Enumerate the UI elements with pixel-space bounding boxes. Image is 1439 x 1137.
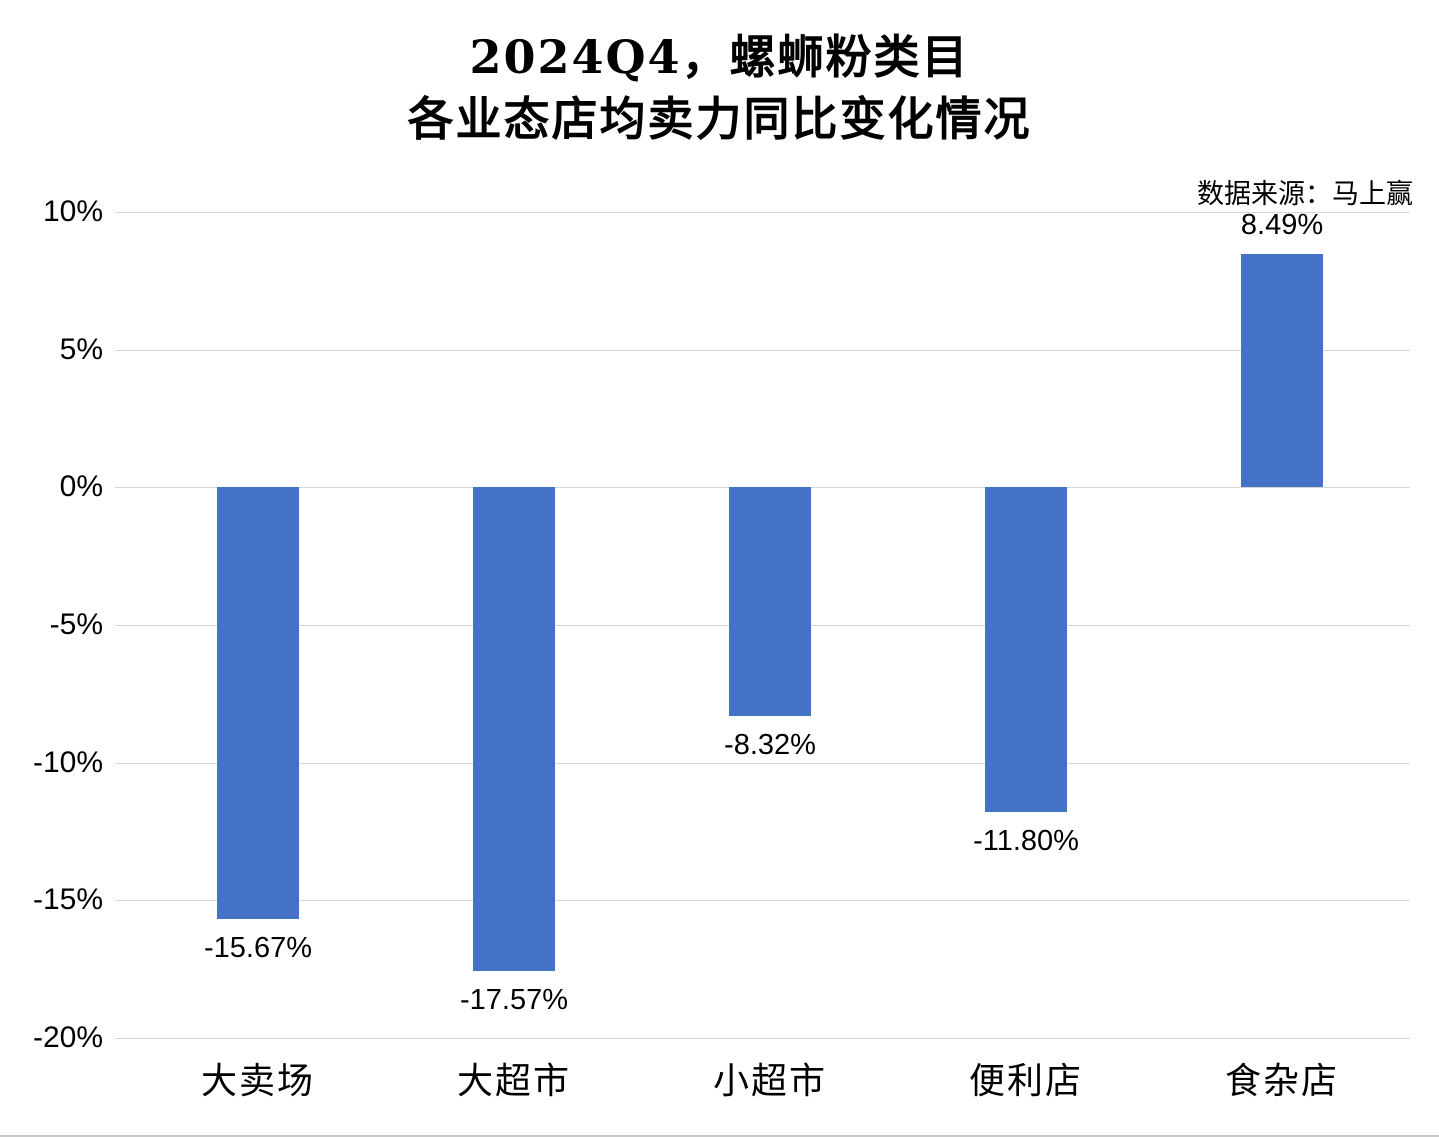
x-category-label: 食杂店 (1224, 1061, 1339, 1102)
x-category-label: 小超市 (712, 1061, 827, 1102)
bar-data-label: -15.67% (203, 931, 313, 964)
bar-data-label: -17.57% (459, 984, 569, 1017)
x-category-label: 大卖场 (200, 1061, 315, 1102)
bar-大超市 (473, 487, 555, 972)
y-tick-label: -10% (32, 745, 103, 779)
bar-小超市 (729, 487, 811, 717)
y-tick-label: -20% (32, 1021, 103, 1054)
chart-title: 2024Q4，螺蛳粉类目 各业态店均卖力同比变化情况 (0, 26, 1439, 150)
bar-食杂店 (1241, 253, 1323, 488)
y-axis-tick-labels: 10% 5% 0% -5% -10% -15% -20% (0, 0, 103, 1135)
bar-data-label: -11.80% (973, 825, 1079, 858)
gridline (115, 1038, 1410, 1039)
data-source-note: 数据来源：马上赢 (1197, 179, 1413, 210)
y-tick-label: -5% (49, 608, 103, 641)
x-category-label: 便利店 (968, 1061, 1083, 1102)
plot-area: -15.67% -17.57% -8.32% -11.80% 8.49% (130, 209, 1410, 1038)
gridline (115, 762, 1410, 764)
bar-data-label: 8.49% (1240, 208, 1324, 241)
chart-title-line2: 各业态店均卖力同比变化情况 (407, 92, 1032, 146)
gridline (115, 212, 1410, 213)
x-axis-category-labels: 大卖场 大超市 小超市 便利店 食杂店 (130, 1058, 1410, 1118)
bar-data-label: -8.32% (724, 729, 816, 762)
y-tick-label: 0% (59, 470, 103, 504)
bar-大卖场 (217, 487, 299, 919)
y-tick-label: 10% (42, 195, 103, 228)
gridline (115, 349, 1410, 351)
y-tick-label: 5% (59, 332, 103, 366)
y-tick-label: -15% (32, 883, 103, 917)
bar-便利店 (985, 487, 1067, 813)
gridline (115, 900, 1410, 902)
chart-title-line1: 2024Q4，螺蛳粉类目 (469, 30, 970, 84)
x-category-label: 大超市 (456, 1061, 571, 1102)
